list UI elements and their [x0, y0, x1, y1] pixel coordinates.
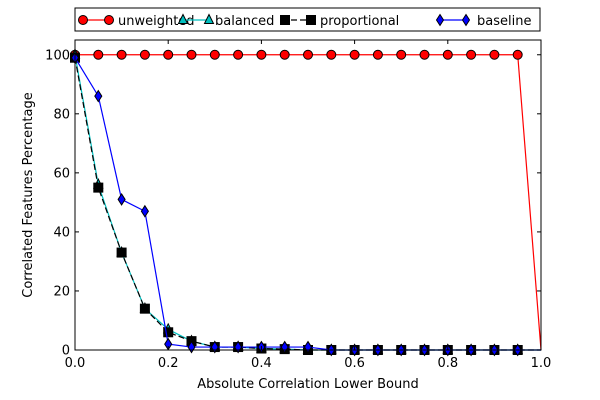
data-point-baseline: [140, 204, 149, 218]
data-point-baseline: [117, 192, 126, 206]
data-point-unweighted: [279, 49, 290, 60]
data-point-proportional: [163, 327, 174, 338]
x-axis-title: Absolute Correlation Lower Bound: [197, 377, 418, 392]
axis-ticks: 0.0 0.2 0.4 0.6 0.8 1.0 0 20 40 60 80 100: [45, 40, 551, 371]
legend-item-balanced: balanced: [177, 13, 274, 29]
legend-label-baseline: baseline: [477, 14, 531, 29]
data-point-unweighted: [512, 49, 523, 60]
data-point-proportional: [139, 303, 150, 314]
x-tick-label: 0.2: [158, 356, 179, 371]
x-tick-label: 0.4: [251, 356, 272, 371]
data-point-unweighted: [116, 49, 127, 60]
series-unweighted: [70, 49, 542, 351]
data-point-unweighted: [442, 49, 453, 60]
y-tick-label: 100: [45, 48, 70, 63]
data-point-unweighted: [419, 49, 430, 60]
legend-label-proportional: proportional: [320, 14, 399, 29]
legend-marker-proportional: [306, 15, 316, 25]
data-point-unweighted: [489, 49, 500, 60]
legend-marker-proportional: [280, 15, 290, 25]
data-point-unweighted: [233, 49, 244, 60]
data-point-unweighted: [372, 49, 383, 60]
data-point-proportional: [93, 182, 104, 193]
legend-marker-unweighted: [104, 15, 114, 25]
y-tick-label: 20: [53, 284, 70, 299]
y-tick-label: 40: [53, 225, 70, 240]
data-point-unweighted: [256, 49, 267, 60]
legend-label-balanced: balanced: [215, 14, 274, 29]
data-point-unweighted: [93, 49, 104, 60]
data-point-unweighted: [303, 49, 313, 60]
data-point-unweighted: [139, 49, 150, 60]
data-point-baseline: [94, 89, 103, 103]
x-tick-label: 0.0: [65, 356, 86, 371]
y-tick-label: 80: [53, 107, 70, 122]
legend-marker-baseline: [435, 13, 445, 27]
legend-item-unweighted: unweighted: [78, 14, 195, 29]
y-axis-title: Correlated Features Percentage: [21, 92, 36, 297]
legend: unweighted balanced proportional baseline: [74, 7, 541, 32]
data-point-unweighted: [396, 49, 407, 60]
y-tick-label: 60: [53, 166, 70, 181]
legend-item-baseline: baseline: [435, 13, 531, 29]
x-tick-label: 1.0: [531, 356, 552, 371]
legend-item-proportional: proportional: [280, 14, 399, 29]
data-point-unweighted: [466, 49, 477, 60]
series-proportional: [70, 52, 541, 355]
legend-marker-balanced: [203, 13, 215, 24]
legend-marker-unweighted: [78, 15, 88, 25]
series-layer: [69, 48, 542, 357]
legend-label-unweighted: unweighted: [118, 14, 195, 29]
y-tick-label: 0: [62, 344, 70, 359]
data-point-unweighted: [326, 49, 337, 60]
plot-frame: [74, 39, 542, 351]
legend-marker-baseline: [461, 13, 471, 27]
legend-marker-balanced: [177, 13, 189, 24]
x-tick-label: 0.6: [344, 356, 365, 371]
x-tick-label: 0.8: [437, 356, 458, 371]
data-point-unweighted: [186, 49, 197, 60]
data-point-unweighted: [349, 49, 360, 60]
data-point-proportional: [116, 247, 127, 258]
data-point-unweighted: [163, 49, 174, 60]
data-point-unweighted: [209, 49, 220, 60]
